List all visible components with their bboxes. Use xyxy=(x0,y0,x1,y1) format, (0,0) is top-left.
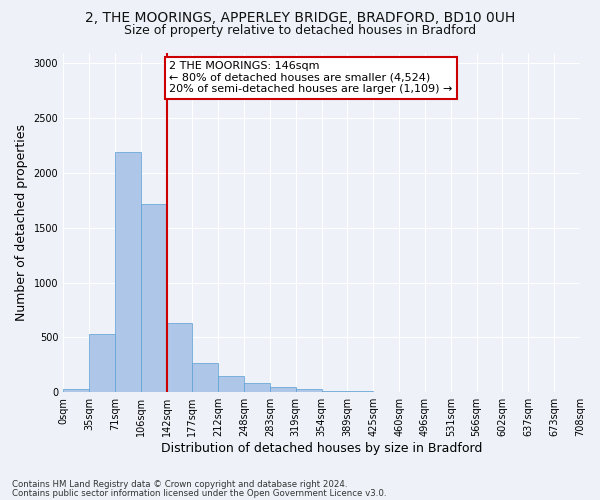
Bar xyxy=(140,204,167,392)
Bar xyxy=(89,334,115,392)
X-axis label: Distribution of detached houses by size in Bradford: Distribution of detached houses by size … xyxy=(161,442,482,455)
Text: Contains HM Land Registry data © Crown copyright and database right 2024.: Contains HM Land Registry data © Crown c… xyxy=(12,480,347,489)
Y-axis label: Number of detached properties: Number of detached properties xyxy=(15,124,28,321)
Text: Size of property relative to detached houses in Bradford: Size of property relative to detached ho… xyxy=(124,24,476,37)
Text: Contains public sector information licensed under the Open Government Licence v3: Contains public sector information licen… xyxy=(12,488,386,498)
Bar xyxy=(63,390,89,392)
Text: 2 THE MOORINGS: 146sqm
← 80% of detached houses are smaller (4,524)
20% of semi-: 2 THE MOORINGS: 146sqm ← 80% of detached… xyxy=(169,61,452,94)
Bar xyxy=(322,390,347,392)
Bar xyxy=(218,376,244,392)
Bar xyxy=(115,152,140,392)
Text: 2, THE MOORINGS, APPERLEY BRIDGE, BRADFORD, BD10 0UH: 2, THE MOORINGS, APPERLEY BRIDGE, BRADFO… xyxy=(85,11,515,25)
Bar xyxy=(270,388,296,392)
Bar xyxy=(193,362,218,392)
Bar xyxy=(167,322,193,392)
Bar xyxy=(296,389,322,392)
Bar xyxy=(244,384,270,392)
